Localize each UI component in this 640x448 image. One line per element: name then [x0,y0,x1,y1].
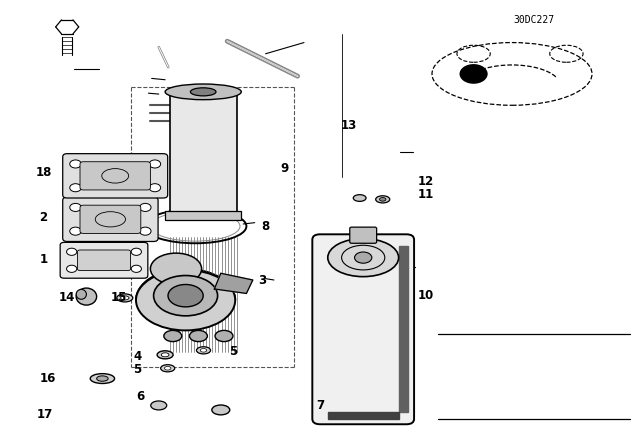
Ellipse shape [164,366,171,370]
Ellipse shape [212,405,230,415]
Circle shape [460,64,488,84]
Ellipse shape [76,289,86,299]
Text: 4: 4 [134,349,141,363]
Text: 11: 11 [417,188,434,202]
Ellipse shape [90,374,115,383]
Ellipse shape [121,296,129,300]
Circle shape [131,265,141,272]
FancyBboxPatch shape [60,242,148,278]
Circle shape [70,184,81,192]
Text: 15: 15 [110,291,127,305]
Ellipse shape [161,365,175,372]
Polygon shape [214,273,253,293]
Ellipse shape [117,294,133,302]
Circle shape [67,265,77,272]
FancyBboxPatch shape [77,250,131,271]
Ellipse shape [151,401,166,410]
Ellipse shape [328,238,399,276]
Circle shape [70,203,81,211]
Ellipse shape [157,351,173,359]
Text: 13: 13 [340,119,357,132]
Text: 3: 3 [259,273,266,287]
Circle shape [70,227,81,235]
Text: 5: 5 [134,363,141,376]
Ellipse shape [355,252,372,263]
Ellipse shape [164,331,182,341]
Text: 2: 2 [40,211,47,224]
Ellipse shape [76,288,97,305]
FancyBboxPatch shape [80,205,141,233]
Ellipse shape [353,194,366,202]
Ellipse shape [150,253,202,284]
Text: 10: 10 [417,289,434,302]
Text: 14: 14 [59,291,76,305]
FancyBboxPatch shape [349,227,376,243]
Circle shape [70,160,81,168]
Ellipse shape [191,88,216,96]
FancyBboxPatch shape [63,154,168,198]
Ellipse shape [196,347,211,354]
Text: 1: 1 [40,253,47,267]
Ellipse shape [200,349,207,352]
Text: 6: 6 [137,390,145,403]
Ellipse shape [161,353,169,357]
Polygon shape [399,246,408,412]
Ellipse shape [380,198,386,201]
Circle shape [149,184,161,192]
Ellipse shape [189,331,207,341]
Text: 18: 18 [35,166,52,179]
FancyBboxPatch shape [63,197,158,241]
Text: 8: 8 [262,220,269,233]
Ellipse shape [97,376,108,381]
Circle shape [67,248,77,255]
FancyBboxPatch shape [312,234,414,424]
Ellipse shape [136,270,236,331]
Text: 17: 17 [36,408,53,421]
FancyBboxPatch shape [80,162,150,190]
Circle shape [149,160,161,168]
Ellipse shape [165,84,241,99]
Text: 16: 16 [40,372,56,385]
Circle shape [131,248,141,255]
Ellipse shape [215,331,233,341]
Bar [170,94,237,213]
Polygon shape [328,412,399,419]
Bar [165,211,241,220]
Ellipse shape [376,196,390,203]
Text: 30DC227: 30DC227 [514,15,555,25]
Ellipse shape [154,276,218,316]
Circle shape [140,203,151,211]
Ellipse shape [168,284,204,307]
Text: 9: 9 [281,161,289,175]
Circle shape [140,227,151,235]
Text: 12: 12 [417,175,434,188]
Text: 7: 7 [316,399,324,412]
Text: 5: 5 [230,345,237,358]
